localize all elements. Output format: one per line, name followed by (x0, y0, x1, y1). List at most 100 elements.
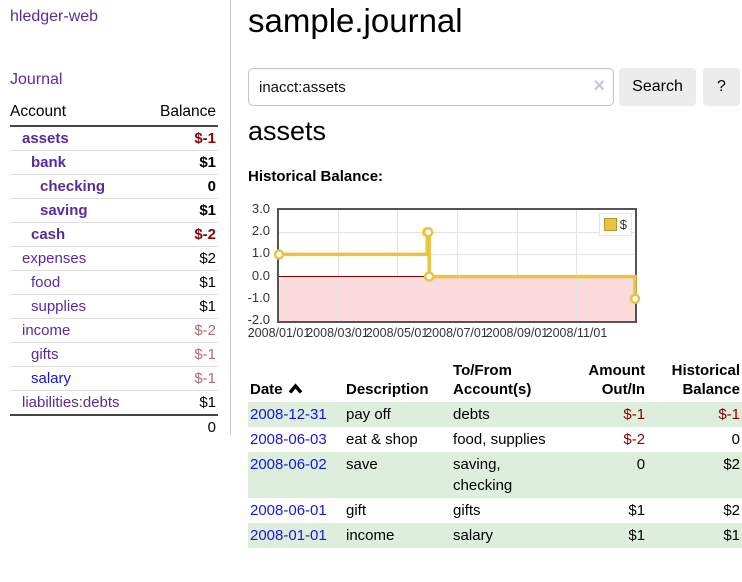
gridline (279, 298, 635, 300)
data-point (273, 249, 285, 260)
series-line (273, 226, 641, 305)
legend-label: $ (619, 217, 627, 232)
gridline (279, 254, 635, 256)
brand-link[interactable]: hledger-web (10, 8, 99, 25)
sidebar-account-link[interactable]: cash (31, 226, 66, 243)
y-axis-label: 0.0 (251, 267, 270, 283)
account-balance: $1 (199, 202, 216, 219)
account-row: gifts $-1 (10, 342, 218, 366)
account-balance: $2 (199, 250, 216, 267)
sidebar-account-link[interactable]: checking (40, 178, 106, 195)
account-row: food $1 (10, 270, 218, 294)
account-row: checking 0 (10, 174, 218, 198)
account-balance: $1 (199, 154, 216, 171)
balance-cell: 0 (731, 431, 740, 448)
y-axis-label: 3.0 (251, 201, 270, 216)
gridline (337, 210, 339, 321)
data-point (422, 226, 434, 238)
sidebar-account-link[interactable]: liabilities:debts (22, 394, 120, 411)
x-axis-label: 2008/09/01 (485, 326, 549, 340)
amount-cell: $1 (628, 527, 646, 544)
account-balance: $-1 (194, 370, 216, 387)
sidebar-account-link[interactable]: salary (31, 370, 72, 387)
accounts-cell: gifts (453, 502, 481, 519)
sidebar-account-link[interactable]: supplies (31, 298, 87, 315)
sort-ascending-icon (288, 383, 302, 394)
account-row: cash $-2 (10, 222, 218, 246)
col-header-description: Description (345, 381, 429, 398)
date-link[interactable]: 2008-06-01 (250, 502, 327, 519)
date-link[interactable]: 2008-06-02 (250, 456, 327, 473)
sidebar-account-link[interactable]: expenses (22, 250, 87, 267)
gridline (397, 210, 399, 321)
sidebar-account-link[interactable]: bank (31, 154, 67, 171)
account-heading: assets (248, 116, 327, 146)
balance-chart: 3.0 2.0 1.0 0.0 -1.0 -2.0 $ 2008/01/01 2008/03… (248, 196, 742, 348)
table-row: 2008-12-31 pay off debts $-1 $-1 (248, 402, 742, 427)
description-cell: pay off (345, 406, 391, 423)
sidebar-account-link[interactable]: gifts (31, 346, 59, 363)
y-axis-label: 1.0 (251, 245, 270, 261)
account-table-header: Account Balance (10, 103, 218, 127)
account-column-header: Account (10, 103, 67, 120)
accounts-cell: salary (453, 527, 494, 544)
balance-cell: $2 (723, 456, 740, 473)
y-axis-label: 2.0 (251, 223, 270, 239)
x-axis-label: 2008/01/01 (247, 326, 311, 340)
gridline (456, 210, 458, 321)
amount-cell: $-1 (623, 406, 646, 423)
balance-cell: $2 (723, 502, 740, 519)
data-point (423, 271, 435, 282)
page-title: sample.journal (248, 2, 463, 39)
date-link[interactable]: 2008-12-31 (250, 406, 327, 423)
description-cell: eat & shop (345, 431, 418, 448)
search-input[interactable] (248, 68, 614, 106)
account-row: expenses $2 (10, 246, 218, 270)
sidebar-account-link[interactable]: income (22, 322, 71, 339)
col-header-historical: Historical Balance (671, 362, 740, 398)
sidebar-item-journal[interactable]: Journal (10, 71, 63, 88)
description-cell: save (345, 456, 378, 473)
account-balance: $1 (199, 394, 216, 411)
account-balance-table: Account Balance assets $-1 bank $1 checking 0… (10, 103, 218, 436)
col-header-tofrom: To/From Account(s) (453, 362, 532, 398)
balance-column-header: Balance (159, 103, 216, 120)
account-total-row: 0 (10, 414, 218, 436)
section-label: Historical Balance: (248, 168, 384, 185)
help-button[interactable]: ? (703, 68, 740, 106)
account-balance: $-1 (194, 130, 216, 147)
balance-cell: $1 (723, 527, 740, 544)
col-header-amount: Amount Out/In (588, 362, 646, 398)
accounts-cell: saving, checking (453, 456, 513, 494)
x-axis-label: 2008/11/01 (545, 326, 608, 340)
plot-area: $ (273, 208, 641, 323)
sidebar-account-link[interactable]: saving (40, 202, 88, 219)
account-row: salary $-1 (10, 366, 218, 390)
x-axis-label: 2008/05/01 (365, 326, 429, 340)
account-row: income $-2 (10, 318, 218, 342)
account-balance: $1 (199, 298, 216, 315)
account-balance: $1 (199, 274, 216, 291)
date-link[interactable]: 2008-01-01 (250, 527, 327, 544)
chart-legend: $ (598, 213, 632, 236)
account-row: liabilities:debts $1 (10, 390, 218, 414)
clear-search-icon[interactable]: × (593, 75, 605, 97)
search-button[interactable]: Search (619, 68, 696, 106)
accounts-cell: debts (453, 406, 490, 423)
table-row: 2008-01-01 income salary $1 $1 (248, 523, 742, 548)
account-balance: $-1 (194, 346, 216, 363)
account-balance: 0 (207, 178, 216, 195)
col-header-date[interactable]: Date (248, 360, 344, 402)
table-row: 2008-06-02 save saving, checking 0 $2 (248, 452, 742, 498)
main-panel: sample.journal × Search ? assets Histori… (248, 0, 742, 582)
table-row: 2008-06-01 gift gifts $1 $2 (248, 498, 742, 523)
account-balance: $-2 (194, 322, 216, 339)
table-row: 2008-06-03 eat & shop food, supplies $-2 0 (248, 427, 742, 452)
gridline (576, 210, 578, 321)
sidebar-account-link[interactable]: assets (22, 130, 69, 147)
account-row: bank $1 (10, 150, 218, 174)
account-total-value: 0 (207, 419, 216, 436)
description-cell: gift (345, 502, 366, 519)
sidebar-account-link[interactable]: food (31, 274, 61, 291)
date-link[interactable]: 2008-06-03 (250, 431, 327, 448)
